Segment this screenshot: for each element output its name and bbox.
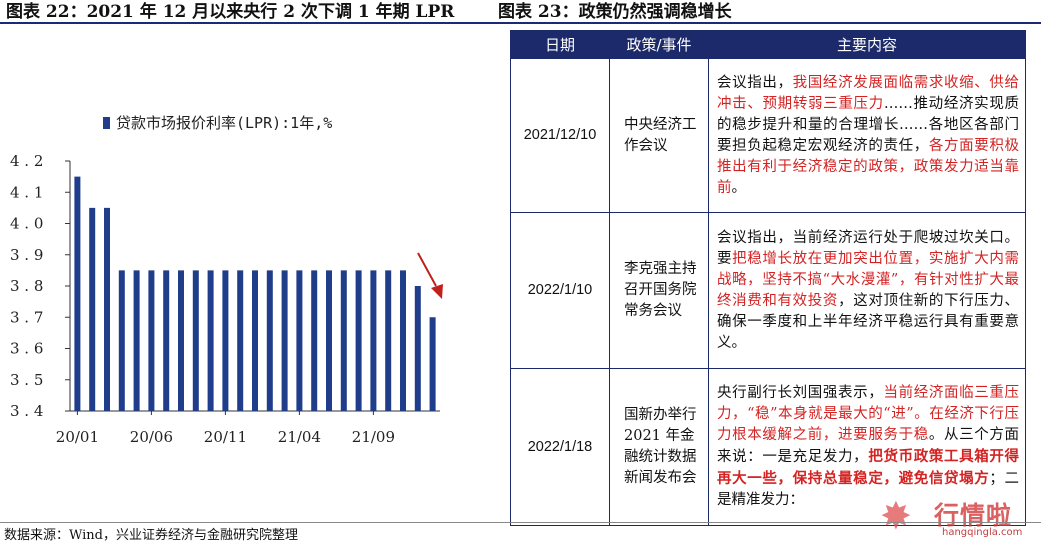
- bar-21-07: [340, 270, 347, 411]
- bar-20-08: [178, 270, 184, 411]
- policy-table: 日期 政策/事件 主要内容 2021/12/10 中央经济工作会议 会议指出，我…: [510, 30, 1026, 526]
- y-tick-label: 3 . 6: [10, 340, 43, 358]
- y-tick-label: 3 . 8: [10, 277, 43, 295]
- header-event: 政策/事件: [609, 30, 709, 59]
- y-tick-label: 3 . 5: [10, 371, 43, 389]
- bar-21-12: [414, 286, 421, 411]
- x-tick-label: 20/01: [56, 428, 99, 446]
- watermark-url: hangqingla.com: [942, 527, 1023, 538]
- legend-label: 贷款市场报价利率(LPR):1年,%: [116, 114, 332, 132]
- bar-20-06: [148, 270, 155, 411]
- bar-21-11: [400, 270, 406, 411]
- watermark: ✸ 行情啦 hangqingla.com: [880, 494, 1040, 544]
- content-segment: 当前经济面临三重压力，“稳”本身就是最大的“进”。在经济下行压力根本缓解之前，进…: [717, 385, 1020, 443]
- bar-20-07: [163, 270, 170, 411]
- bar-21-03: [281, 270, 288, 411]
- header-content: 主要内容: [708, 30, 1026, 59]
- bar-20-11: [222, 270, 229, 411]
- star-logo-icon: ✸: [880, 494, 912, 538]
- bar-20-03: [104, 207, 110, 411]
- y-tick-label: 3 . 7: [10, 308, 43, 326]
- data-source: 数据来源：Wind，兴业证券经济与金融研究院整理: [4, 528, 298, 543]
- bar-21-10: [385, 270, 392, 411]
- bar-21-02: [266, 270, 273, 411]
- row-date: 2022/1/10: [510, 212, 610, 369]
- x-tick-label: 20/06: [130, 428, 173, 446]
- x-tick-label: 21/04: [278, 428, 321, 446]
- content-segment: ，这对顶住新的下行压力、确保一季度和上半年经济平稳运行具有重要意义。: [717, 292, 1020, 351]
- bar-21-04: [296, 270, 303, 411]
- x-tick-label: 21/09: [352, 428, 395, 446]
- row-event: 中央经济工作会议: [609, 58, 709, 213]
- bar-20-02: [89, 207, 96, 411]
- content-segment: 我国经济发展面临需求收缩、供给冲击、预期转弱三重压力: [717, 74, 1020, 112]
- row-content: 会议指出，我国经济发展面临需求收缩、供给冲击、预期转弱三重压力……推动经济实现质…: [708, 58, 1026, 213]
- watermark-brand: 行情啦: [934, 501, 1013, 530]
- arrow-shaft: [417, 252, 437, 287]
- row-event: 李克强主持召开国务院常务会议: [609, 212, 709, 369]
- content-segment: 各方面要积极推出有利于经济稳定的政策，政策发力适当靠前: [717, 137, 1020, 196]
- bar-20-12: [237, 270, 244, 411]
- y-tick-label: 4 . 0: [10, 215, 43, 233]
- table-header-row: 日期 政策/事件 主要内容: [510, 30, 1026, 59]
- content-segment: 会议指出，当前经济运行处于爬坡过坎关口。要: [717, 229, 1019, 267]
- y-tick-label: 4 . 1: [10, 183, 43, 201]
- source-divider: [0, 522, 1041, 523]
- bar-21-08: [355, 270, 362, 411]
- bar-20-01: [74, 176, 81, 411]
- legend-swatch: [103, 117, 110, 129]
- table-figure-title: 图表 23：政策仍然强调稳增长: [498, 2, 732, 22]
- bar-21-05: [311, 270, 318, 411]
- row-date: 2021/12/10: [510, 58, 610, 213]
- table-row: 2021/12/10 中央经济工作会议 会议指出，我国经济发展面临需求收缩、供给…: [510, 58, 1026, 213]
- bar-22-01: [429, 317, 436, 411]
- chart-bars: [74, 176, 436, 411]
- bar-20-10: [207, 270, 214, 411]
- content-segment: ……推动经济实现质的稳步提升和量的合理增长……各地区各部门要担负起稳定宏观经济的…: [717, 95, 1020, 154]
- row-content: 会议指出，当前经济运行处于爬坡过坎关口。要把稳增长放在更加突出位置，实施扩大内需…: [708, 212, 1026, 369]
- arrow-head: [431, 284, 443, 299]
- row-date: 2022/1/18: [510, 368, 610, 526]
- down-arrow-annotation: [417, 252, 443, 299]
- bar-20-05: [133, 270, 140, 411]
- chart-axes: [65, 160, 440, 415]
- figure-title-row: 图表 22：2021 年 12 月以来央行 2 次下调 1 年期 LPR 图表 …: [0, 0, 1041, 24]
- content-segment: 。: [731, 179, 747, 196]
- content-segment: 。从三个方面来说：一是充足发力，: [717, 427, 1020, 465]
- bar-21-06: [326, 270, 332, 411]
- y-tick-label: 3 . 4: [10, 402, 43, 420]
- content-segment: 把稳增长放在更加突出位置，实施扩大内需战略，坚持不搞“大水漫灌”，有针对性扩大最…: [717, 250, 1020, 309]
- content-segment: 央行副行长刘国强表示，: [717, 385, 884, 401]
- bar-20-09: [192, 270, 199, 411]
- bar-21-01: [252, 270, 258, 411]
- content-segment: ；二是精准发力：: [717, 471, 1020, 508]
- content-segment: 会议指出，: [717, 74, 793, 91]
- y-tick-labels: 3 . 4 3 . 5 3 . 6 3 . 7 3 . 8 3 . 9 4 . 0 4 . 1…: [10, 152, 43, 420]
- y-tick-label: 4 . 2: [10, 152, 43, 170]
- lpr-bar-chart: 贷款市场报价利率(LPR):1年,% 3 . 43 . 53 . 63 . 73…: [10, 114, 443, 446]
- x-tick-labels: 20/01 20/06 20/11 21/04 21/09: [56, 428, 395, 446]
- table-row: 2022/1/18 国新办举行 2021 年金融统计数据新闻发布会 央行副行长刘…: [510, 368, 1026, 526]
- header-date: 日期: [510, 30, 610, 59]
- row-content: 央行副行长刘国强表示，当前经济面临三重压力，“稳”本身就是最大的“进”。在经济下…: [708, 368, 1026, 526]
- chart-figure-title: 图表 22：2021 年 12 月以来央行 2 次下调 1 年期 LPR: [6, 2, 455, 22]
- y-tick-label: 3 . 9: [10, 246, 43, 264]
- chart-legend: 贷款市场报价利率(LPR):1年,%: [103, 114, 332, 132]
- content-segment: 把货币政策工具箱开得再大一些，保持总量稳定，避免信贷塌方: [717, 448, 1020, 487]
- x-tick-label: 20/11: [204, 428, 247, 446]
- row-event: 国新办举行 2021 年金融统计数据新闻发布会: [609, 368, 709, 526]
- table-row: 2022/1/10 李克强主持召开国务院常务会议 会议指出，当前经济运行处于爬坡…: [510, 212, 1026, 369]
- bar-21-09: [370, 270, 377, 411]
- bar-20-04: [118, 270, 125, 411]
